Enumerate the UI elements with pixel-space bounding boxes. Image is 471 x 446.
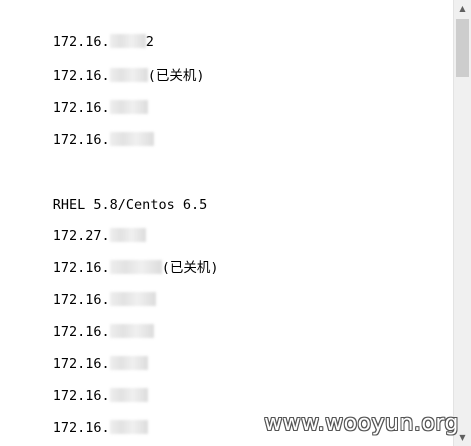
line-suffix: 2: [145, 34, 154, 50]
text-line: 172.16. 2: [4, 12, 154, 50]
line-suffix: (已关机): [161, 260, 219, 276]
os-heading-line: RHEL 5.8/Centos 6.5: [4, 175, 207, 213]
text-line: 172.16.: [4, 110, 154, 148]
text-line: 172.16.: [4, 78, 148, 116]
redacted-ip-octets: [109, 292, 156, 306]
watermark-text: www.wooyun.org: [264, 411, 459, 436]
ip-prefix: 172.16.: [52, 68, 110, 84]
text-line: 172.16.: [4, 366, 148, 404]
os-heading: RHEL 5.8/Centos 6.5: [52, 197, 208, 213]
redacted-ip-octets: [109, 260, 162, 274]
text-line: 172.27.: [4, 206, 146, 244]
ip-prefix: 172.16.: [52, 100, 110, 116]
redacted-ip-octets: [109, 388, 148, 402]
redacted-ip-octets: [109, 356, 148, 370]
text-line: 172.16. (已关机): [4, 238, 218, 276]
scrollbar-thumb[interactable]: [456, 19, 469, 77]
ip-prefix: 172.16.: [52, 292, 110, 308]
ip-prefix: 172.27.: [52, 228, 110, 244]
ip-prefix: 172.16.: [52, 132, 110, 148]
ip-prefix: 172.16.: [52, 420, 110, 436]
ip-prefix: 172.16.: [52, 388, 110, 404]
blank-line: [4, 143, 53, 163]
redacted-ip-octets: [109, 324, 154, 338]
line-suffix: (已关机): [147, 68, 205, 84]
ip-prefix: 172.16.: [52, 260, 110, 276]
redacted-ip-octets: [109, 228, 146, 242]
redacted-ip-octets: [109, 100, 148, 114]
ip-prefix: 172.16.: [52, 34, 110, 50]
ip-prefix: 172.16.: [52, 356, 110, 372]
redacted-ip-octets: [109, 132, 154, 146]
ip-prefix: 172.16.: [52, 324, 110, 340]
redacted-ip-octets: [109, 34, 146, 48]
redacted-ip-octets: [109, 420, 148, 434]
text-line: 172.16. (已关机): [4, 46, 204, 84]
text-line: 172.16.: [4, 270, 156, 308]
text-line: 172.16.: [4, 398, 148, 436]
text-line: 172.16.: [4, 302, 154, 340]
text-line: 172.16.: [4, 334, 148, 372]
scroll-up-arrow-icon[interactable]: ▲: [459, 4, 466, 13]
redacted-ip-octets: [109, 68, 148, 82]
text-content-area[interactable]: 172.16. 2 172.16. (已关机) 172.16. 172.16. RH…: [0, 0, 453, 446]
scroll-down-arrow-icon[interactable]: ▼: [459, 433, 466, 442]
vertical-scrollbar[interactable]: ▲ ▼: [453, 0, 471, 446]
